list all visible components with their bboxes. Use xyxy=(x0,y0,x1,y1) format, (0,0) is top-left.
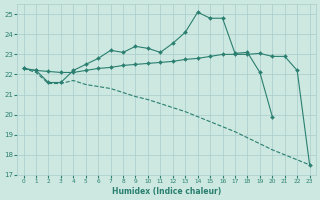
X-axis label: Humidex (Indice chaleur): Humidex (Indice chaleur) xyxy=(112,187,221,196)
